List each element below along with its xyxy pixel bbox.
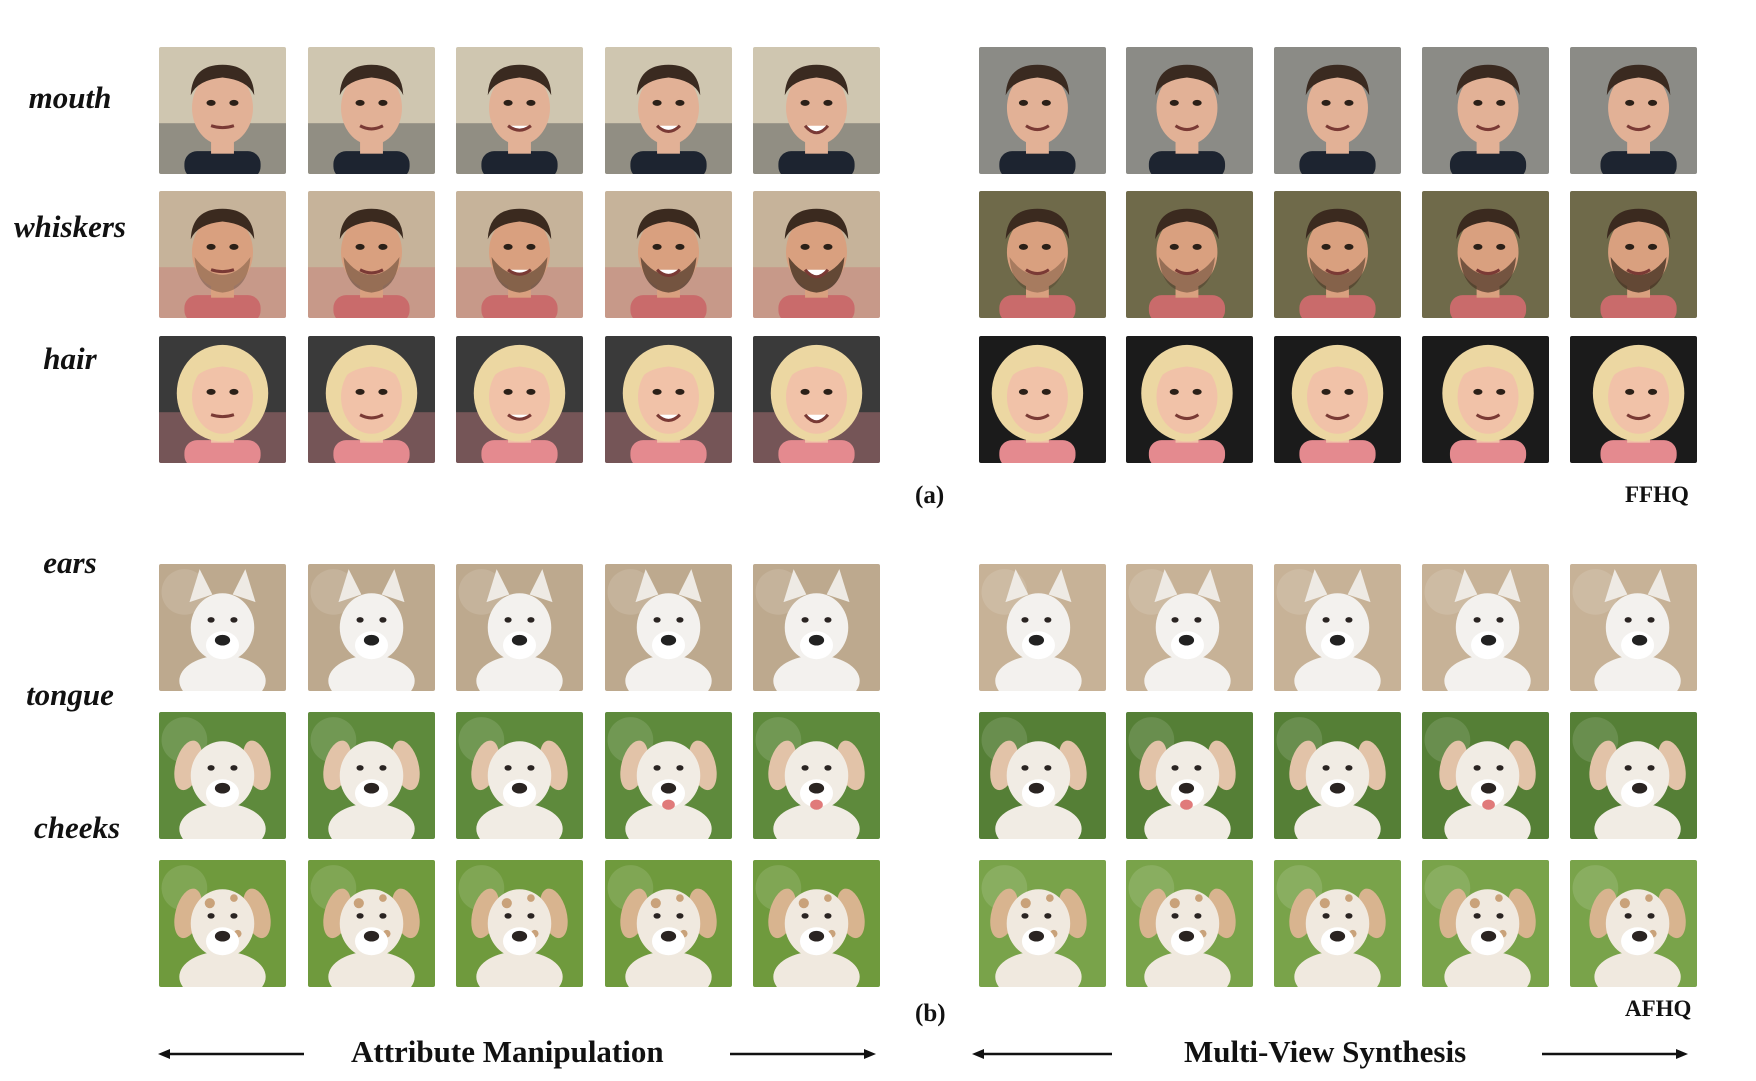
right-arrow-icon xyxy=(730,1049,876,1059)
right-arrow-icon xyxy=(1542,1049,1688,1059)
afhq-cheeks-view-3-image xyxy=(1274,860,1401,987)
afhq-ears-attribute-1-image xyxy=(159,564,286,691)
ffhq-whiskers-view-2-image xyxy=(1126,191,1253,318)
afhq-tongue-view-5-image xyxy=(1570,712,1697,839)
ffhq-hair-attribute-2-image xyxy=(308,336,435,463)
ffhq-hair-attribute-4-image xyxy=(605,336,732,463)
ffhq-mouth-attribute-3-image xyxy=(456,47,583,174)
ffhq-mouth-attribute-5-image xyxy=(753,47,880,174)
ffhq-mouth-view-2-image xyxy=(1126,47,1253,174)
afhq-ears-attribute-4-image xyxy=(605,564,732,691)
afhq-ears-attribute-5-image xyxy=(753,564,880,691)
ffhq-whiskers-view-4-image xyxy=(1422,191,1549,318)
panel-b-tag: (b) xyxy=(915,1000,946,1027)
afhq-cheeks-view-2-image xyxy=(1126,860,1253,987)
ffhq-mouth-view-1-image xyxy=(979,47,1106,174)
dataset-label-ffhq: FFHQ xyxy=(1625,482,1689,507)
ffhq-mouth-attribute-1-image xyxy=(159,47,286,174)
afhq-cheeks-attribute-5-image xyxy=(753,860,880,987)
ffhq-mouth-view-4-image xyxy=(1422,47,1549,174)
afhq-ears-attribute-3-image xyxy=(456,564,583,691)
row-label-hair: hair xyxy=(43,341,97,376)
row-label-tongue: tongue xyxy=(26,677,114,712)
ffhq-whiskers-attribute-4-image xyxy=(605,191,732,318)
afhq-tongue-view-4-image xyxy=(1422,712,1549,839)
ffhq-whiskers-attribute-5-image xyxy=(753,191,880,318)
afhq-cheeks-attribute-3-image xyxy=(456,860,583,987)
axis-title-multi-view-synthesis: Multi-View Synthesis xyxy=(1184,1034,1467,1069)
afhq-ears-view-4-image xyxy=(1422,564,1549,691)
row-label-cheeks: cheeks xyxy=(33,810,121,845)
afhq-tongue-view-2-image xyxy=(1126,712,1253,839)
ffhq-hair-view-5-image xyxy=(1570,336,1697,463)
row-label-ears: ears xyxy=(43,545,97,580)
afhq-cheeks-view-4-image xyxy=(1422,860,1549,987)
axis-title-attribute-manipulation: Attribute Manipulation xyxy=(351,1034,664,1069)
ffhq-hair-view-1-image xyxy=(979,336,1106,463)
ffhq-hair-view-3-image xyxy=(1274,336,1401,463)
ffhq-whiskers-attribute-1-image xyxy=(159,191,286,318)
afhq-tongue-attribute-1-image xyxy=(159,712,286,839)
dataset-label-afhq: AFHQ xyxy=(1625,996,1692,1021)
ffhq-whiskers-view-3-image xyxy=(1274,191,1401,318)
afhq-tongue-view-1-image xyxy=(979,712,1106,839)
ffhq-whiskers-view-1-image xyxy=(979,191,1106,318)
afhq-tongue-attribute-5-image xyxy=(753,712,880,839)
afhq-cheeks-view-1-image xyxy=(979,860,1106,987)
ffhq-hair-attribute-3-image xyxy=(456,336,583,463)
afhq-tongue-attribute-3-image xyxy=(456,712,583,839)
afhq-ears-view-2-image xyxy=(1126,564,1253,691)
afhq-ears-view-5-image xyxy=(1570,564,1697,691)
afhq-tongue-view-3-image xyxy=(1274,712,1401,839)
afhq-cheeks-attribute-2-image xyxy=(308,860,435,987)
ffhq-hair-attribute-5-image xyxy=(753,336,880,463)
panel-a-tag: (a) xyxy=(915,482,945,509)
ffhq-mouth-view-5-image xyxy=(1570,47,1697,174)
row-label-whiskers: whiskers xyxy=(14,209,126,244)
afhq-ears-attribute-2-image xyxy=(308,564,435,691)
ffhq-whiskers-attribute-3-image xyxy=(456,191,583,318)
afhq-cheeks-attribute-4-image xyxy=(605,860,732,987)
ffhq-hair-attribute-1-image xyxy=(159,336,286,463)
left-arrow-icon xyxy=(972,1049,1112,1059)
row-label-mouth: mouth xyxy=(28,80,112,115)
ffhq-mouth-attribute-4-image xyxy=(605,47,732,174)
afhq-ears-view-3-image xyxy=(1274,564,1401,691)
left-arrow-icon xyxy=(158,1049,304,1059)
afhq-cheeks-view-5-image xyxy=(1570,860,1697,987)
afhq-cheeks-attribute-1-image xyxy=(159,860,286,987)
ffhq-whiskers-view-5-image xyxy=(1570,191,1697,318)
afhq-tongue-attribute-2-image xyxy=(308,712,435,839)
ffhq-hair-view-4-image xyxy=(1422,336,1549,463)
ffhq-mouth-view-3-image xyxy=(1274,47,1401,174)
afhq-tongue-attribute-4-image xyxy=(605,712,732,839)
ffhq-hair-view-2-image xyxy=(1126,336,1253,463)
ffhq-whiskers-attribute-2-image xyxy=(308,191,435,318)
afhq-ears-view-1-image xyxy=(979,564,1106,691)
ffhq-mouth-attribute-2-image xyxy=(308,47,435,174)
